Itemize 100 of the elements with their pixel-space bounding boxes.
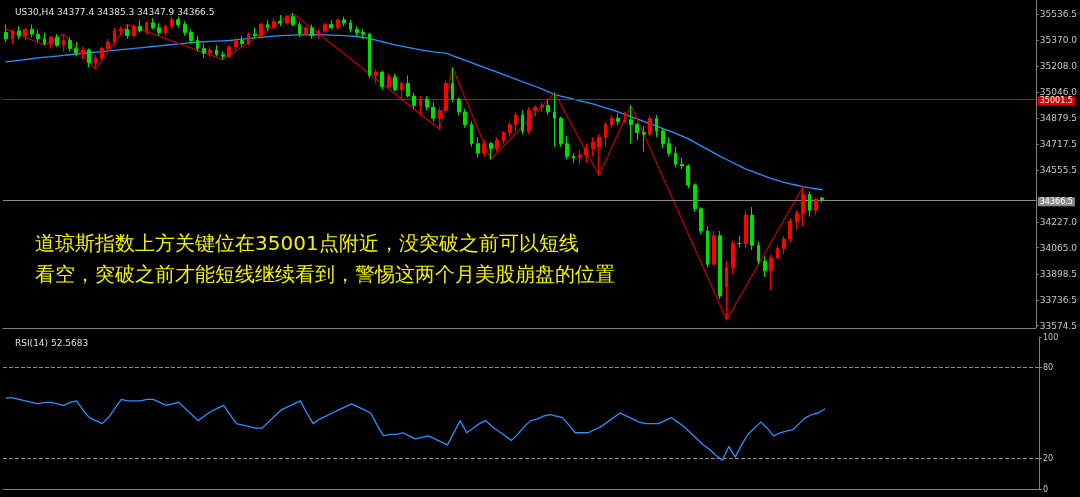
candlestick — [476, 136, 480, 159]
y-tick-label: 34227.0 — [1039, 216, 1078, 227]
candlestick — [763, 255, 767, 278]
annotation: 看空，突破之前才能短线继续看到，警惕这两个月美股崩盘的位置 — [35, 262, 615, 286]
candlestick — [680, 157, 684, 170]
candlestick — [132, 24, 136, 38]
candlestick — [355, 25, 359, 37]
candlestick — [17, 25, 21, 40]
candlestick — [406, 74, 410, 99]
candlestick — [393, 73, 397, 92]
candlestick — [795, 209, 799, 230]
y-tick-label: 34065.0 — [1039, 242, 1078, 253]
ref-line-label: 35001.5 — [1039, 96, 1073, 106]
candlestick — [820, 196, 824, 204]
y-tick-label: 33898.5 — [1039, 269, 1077, 280]
line-series — [5, 34, 823, 191]
candlestick — [451, 66, 454, 103]
y-tick-label: 20 — [1043, 454, 1054, 464]
candlestick — [253, 27, 257, 40]
annotation: 道琼斯指数上方关键位在35001点附近，没突破之前可以短线 — [35, 231, 579, 255]
candlestick — [189, 28, 193, 45]
candlestick — [623, 111, 626, 124]
candlestick — [317, 28, 320, 40]
candlestick — [215, 44, 218, 57]
candlestick — [323, 22, 327, 34]
candlestick — [36, 28, 40, 43]
y-tick-label: 35046.0 — [1039, 86, 1078, 97]
candlestick — [725, 260, 728, 321]
candlestick — [329, 19, 333, 30]
candlestick — [361, 28, 365, 40]
y-tick-label: 35208.0 — [1039, 61, 1078, 72]
candlestick — [616, 113, 620, 126]
candlestick — [553, 92, 556, 148]
candlestick — [342, 16, 346, 27]
candlestick — [336, 17, 340, 30]
candlestick — [559, 116, 563, 148]
candlestick — [444, 79, 448, 114]
line-series — [5, 397, 826, 461]
candlestick — [234, 36, 238, 51]
candlestick — [565, 135, 569, 161]
candlestick — [380, 70, 384, 91]
candlestick — [30, 24, 34, 38]
candlestick — [183, 20, 187, 37]
candlestick — [674, 146, 677, 168]
candlestick — [125, 24, 129, 40]
candlestick — [661, 127, 665, 149]
candlestick — [610, 114, 614, 129]
candlestick — [94, 54, 97, 70]
candlestick — [400, 81, 403, 102]
candlestick — [801, 186, 805, 227]
candlestick — [43, 32, 46, 46]
candlestick — [463, 108, 467, 129]
candlestick — [814, 197, 818, 216]
candlestick — [106, 38, 110, 53]
candlestick — [782, 235, 786, 256]
candlestick — [438, 106, 442, 130]
candlestick — [113, 27, 116, 46]
candlestick — [712, 230, 716, 267]
candlestick — [578, 149, 582, 165]
candlestick — [304, 25, 308, 37]
candlestick — [4, 24, 8, 43]
candlestick — [145, 20, 148, 35]
candlestick — [750, 206, 754, 251]
candlestick — [74, 41, 78, 57]
candlestick — [584, 143, 588, 164]
candlestick — [731, 239, 735, 275]
y-tick-label: 0 — [1043, 484, 1049, 494]
candlestick — [278, 14, 282, 27]
y-tick-label: 33736.5 — [1039, 294, 1077, 305]
candlestick — [119, 25, 123, 37]
candlestick — [546, 98, 550, 116]
candlestick — [495, 136, 499, 153]
y-tick-label: 34555.5 — [1039, 164, 1077, 175]
candlestick — [757, 241, 760, 265]
candlestick — [176, 16, 180, 29]
candlestick — [597, 133, 601, 176]
candlestick — [202, 43, 206, 59]
candlestick — [387, 73, 391, 89]
candlestick — [100, 46, 104, 62]
candlestick — [591, 136, 595, 157]
candlestick — [87, 47, 91, 68]
candlestick — [508, 120, 512, 138]
candlestick — [693, 182, 697, 213]
candlestick — [298, 20, 301, 38]
candlestick — [419, 95, 422, 116]
y-tick-label: 100 — [1043, 332, 1059, 342]
candlestick — [374, 68, 378, 84]
candlestick — [425, 95, 429, 111]
candlestick — [368, 32, 371, 80]
candlestick — [412, 92, 416, 110]
candlestick — [55, 33, 59, 48]
candlestick — [686, 163, 690, 189]
candlestick — [514, 111, 518, 132]
candlestick — [706, 225, 709, 268]
candlestick — [266, 19, 269, 32]
candlestick — [718, 230, 722, 300]
candlestick — [470, 120, 473, 148]
candlestick — [527, 106, 531, 135]
candlestick — [196, 35, 199, 53]
candlestick — [667, 136, 671, 157]
